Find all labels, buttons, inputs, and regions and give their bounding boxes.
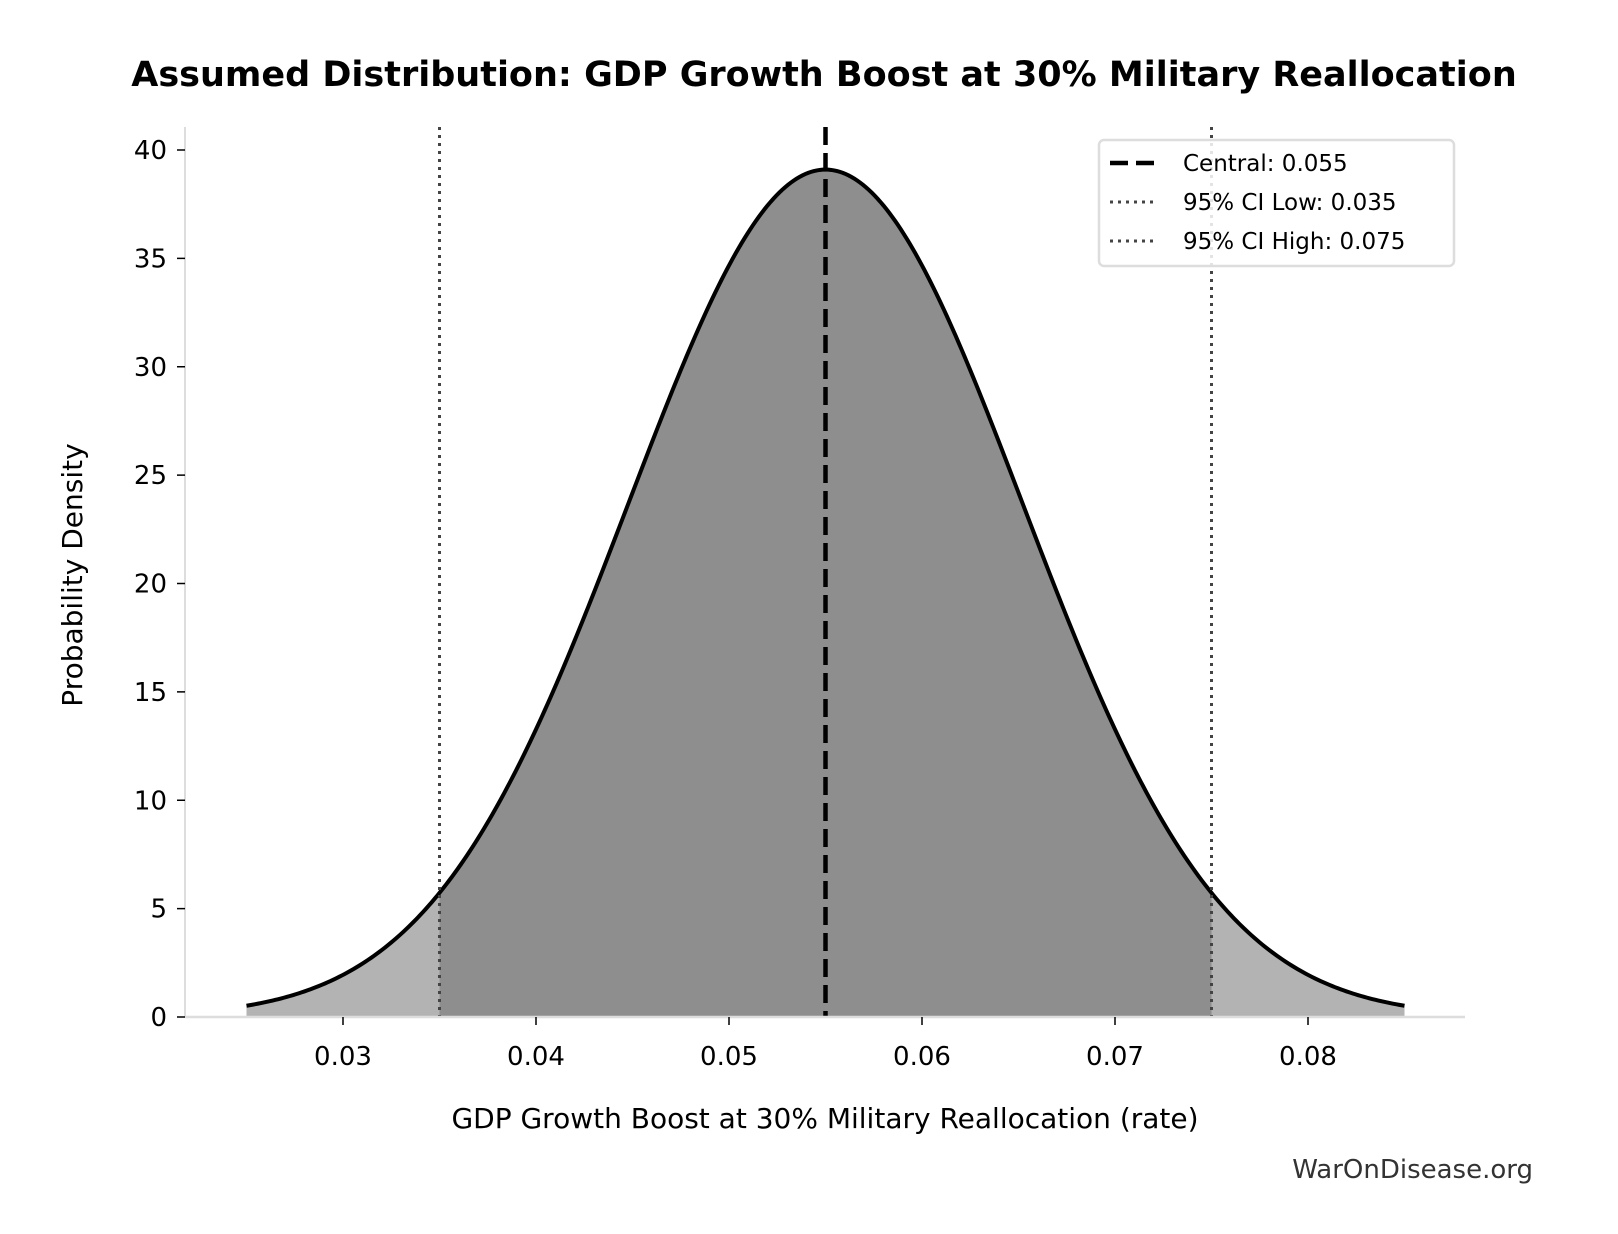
chart-title: Assumed Distribution: GDP Growth Boost a… (131, 55, 1517, 95)
left-tail-area (246, 892, 440, 1017)
x-axis-label: GDP Growth Boost at 30% Military Realloc… (451, 1102, 1198, 1135)
legend-box (1097, 138, 1456, 268)
y-tick-label: 10 (134, 786, 167, 816)
ci-area (439, 169, 1212, 1017)
x-tick-label: 0.03 (314, 1042, 372, 1072)
legend-label: 95% CI High: 0.075 (1183, 229, 1405, 255)
y-tick-label: 25 (134, 461, 167, 491)
y-tick-label: 30 (134, 353, 167, 383)
x-tick-label: 0.05 (700, 1042, 758, 1072)
y-tick-label: 15 (134, 678, 167, 708)
legend-label: Central: 0.055 (1183, 151, 1348, 177)
legend: Central: 0.055 95% CI Low: 0.035 95% CI Hi… (1097, 138, 1456, 268)
x-tick-label: 0.06 (893, 1042, 951, 1072)
y-tick-label: 35 (134, 244, 167, 274)
watermark: WarOnDisease.org (1292, 1155, 1533, 1185)
right-tail-area (1211, 892, 1405, 1017)
x-tick-label: 0.04 (507, 1042, 565, 1072)
x-tick-label: 0.08 (1279, 1042, 1337, 1072)
legend-label: 95% CI Low: 0.035 (1183, 190, 1397, 216)
y-axis-label: Probability Density (56, 443, 89, 706)
x-tick-label: 0.07 (1086, 1042, 1144, 1072)
y-tick-label: 20 (134, 570, 167, 600)
y-tick-label: 5 (150, 895, 167, 925)
y-tick-label: 40 (134, 136, 167, 166)
y-tick-label: 0 (150, 1003, 167, 1033)
